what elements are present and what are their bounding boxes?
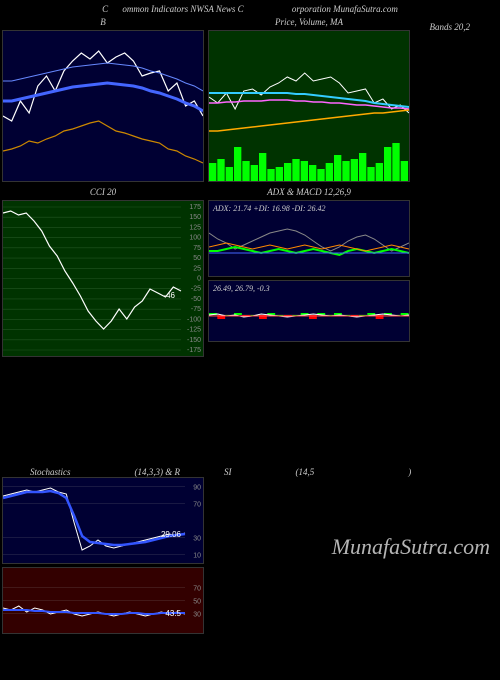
header-right: orporation MunafaSutra.com (292, 4, 398, 14)
price-ma-title: Price, Volume, MA (208, 16, 410, 30)
stoch-title-close: ) (408, 467, 411, 477)
svg-text:175: 175 (189, 204, 201, 211)
svg-text:50: 50 (193, 255, 201, 262)
svg-text:30: 30 (193, 612, 201, 619)
page-header: C ommon Indicators NWSA News C orporatio… (0, 0, 500, 16)
svg-text:-25: -25 (191, 286, 201, 293)
svg-text:-175: -175 (187, 347, 201, 354)
svg-text:100: 100 (189, 235, 201, 242)
stoch-rsi-col: 90 70 30 10 29.06 70 50 30 43.5 (2, 477, 204, 634)
price-ma-col: Price, Volume, MA (208, 16, 410, 182)
macd-chart: 26.49, 26.79, -0.3 (208, 280, 410, 342)
adx-macd-col: ADX & MACD 12,26,9 ADX: 21.74 +DI: 16.98… (208, 186, 410, 357)
svg-text:30: 30 (193, 536, 201, 543)
svg-text:26.49, 26.79, -0.3: 26.49, 26.79, -0.3 (213, 284, 270, 293)
stoch-title-mid2: SI (224, 467, 232, 477)
cci-title: CCI 20 (2, 186, 204, 200)
price-ma-chart (208, 30, 410, 182)
svg-text:-125: -125 (187, 327, 201, 334)
svg-text:75: 75 (193, 245, 201, 252)
svg-text:-100: -100 (187, 316, 201, 323)
svg-text:-75: -75 (191, 306, 201, 313)
stoch-title-right: (14,5 (296, 467, 315, 477)
svg-text:125: 125 (189, 224, 201, 231)
svg-text:150: 150 (189, 214, 201, 221)
cci-chart: 175 150 125 100 75 50 25 0 -25 -50 -75 -100 -125 -150… (2, 200, 204, 357)
bbands-col: B (2, 16, 204, 182)
stoch-chart: 90 70 30 10 29.06 (2, 477, 204, 564)
stoch-title-mid: (14,3,3) & R (135, 467, 181, 477)
gap (0, 357, 500, 467)
svg-text:90: 90 (193, 485, 201, 492)
adx-chart: ADX: 21.74 +DI: 16.98 -DI: 26.42 (208, 200, 410, 277)
svg-text:29.06: 29.06 (161, 530, 182, 539)
svg-text:70: 70 (193, 502, 201, 509)
row-2: CCI 20 175 150 125 100 75 50 25 0 -25 -50 -75 -100 -… (0, 186, 500, 357)
row-3-titles: Stochastics (14,3,3) & R SI (14,5 ) (0, 467, 500, 477)
svg-text:25: 25 (193, 265, 201, 272)
bbands-right-title: Bands 20,2 (430, 22, 471, 32)
row-3: 90 70 30 10 29.06 70 50 30 43.5 (0, 477, 500, 634)
bbands-title: B (2, 16, 204, 30)
svg-text:0: 0 (197, 276, 201, 283)
svg-text:43.5: 43.5 (165, 609, 181, 618)
adx-macd-title: ADX & MACD 12,26,9 (208, 186, 410, 200)
svg-text:10: 10 (193, 553, 201, 560)
bbands-chart (2, 30, 204, 182)
cci-col: CCI 20 175 150 125 100 75 50 25 0 -25 -50 -75 -100 -… (2, 186, 204, 357)
stoch-title-left: Stochastics (30, 467, 71, 477)
svg-text:-150: -150 (187, 337, 201, 344)
svg-text:-50: -50 (191, 296, 201, 303)
svg-text:ADX: 21.74 +DI: 16.98 -DI: 2: ADX: 21.74 +DI: 16.98 -DI: 26.42 (212, 204, 326, 213)
svg-text:70: 70 (193, 586, 201, 593)
row-1: B Price, Volume, MA (0, 16, 500, 182)
rsi-chart: 70 50 30 43.5 (2, 567, 204, 634)
header-center: ommon Indicators NWSA News C (122, 4, 243, 14)
svg-text:50: 50 (193, 599, 201, 606)
header-left: C (102, 4, 108, 14)
svg-text:-46: -46 (163, 291, 175, 300)
